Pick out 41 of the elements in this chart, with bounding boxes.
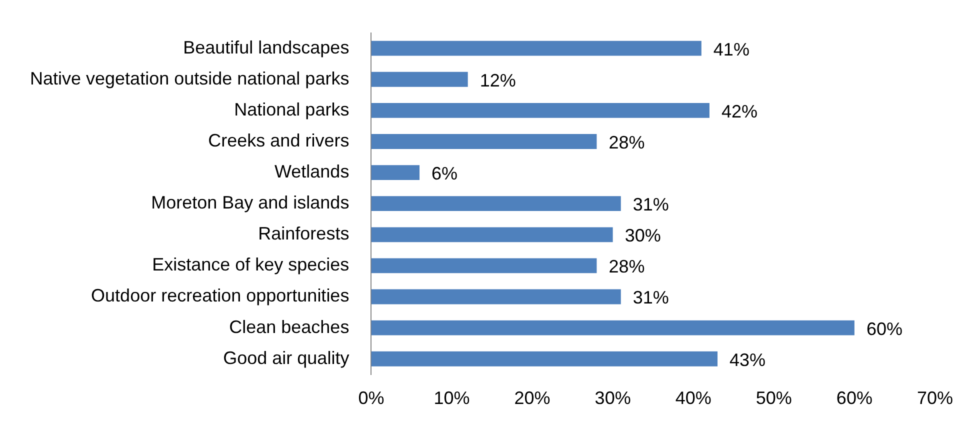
bar <box>371 289 621 304</box>
bar <box>371 227 613 242</box>
data-label: 28% <box>608 132 645 152</box>
data-label: 28% <box>608 256 645 277</box>
bar <box>371 258 597 274</box>
bar <box>371 351 718 366</box>
y-tick-label: Creeks and rivers <box>208 130 350 150</box>
y-tick-label: Beautiful landscapes <box>183 37 350 58</box>
bar <box>371 72 468 87</box>
bar <box>371 320 854 336</box>
x-tick-label: 40% <box>675 388 712 408</box>
x-tick-label: 10% <box>434 388 470 408</box>
x-tick-label: 60% <box>836 388 872 408</box>
data-label: 6% <box>432 164 458 184</box>
y-tick-label: Native vegetation outside national parks <box>30 68 350 88</box>
data-label: 12% <box>480 70 516 90</box>
bar <box>371 40 702 56</box>
y-tick-label: Existance of key species <box>152 254 350 275</box>
y-tick-label: Clean beaches <box>229 316 350 337</box>
bar <box>371 102 710 118</box>
bar <box>371 196 621 212</box>
data-label: 60% <box>866 318 902 339</box>
x-tick-label: 70% <box>916 388 953 408</box>
bar <box>371 165 420 180</box>
data-label: 43% <box>730 350 766 370</box>
y-tick-label: Good air quality <box>223 348 350 368</box>
y-tick-label: National parks <box>234 99 350 120</box>
x-tick-label: 30% <box>594 388 631 408</box>
x-tick-label: 20% <box>514 388 550 408</box>
bar <box>371 134 597 149</box>
data-label: 31% <box>632 288 669 308</box>
data-label: 41% <box>713 39 750 60</box>
y-tick-label: Outdoor recreation opportunities <box>91 286 350 306</box>
y-tick-label: Rainforests <box>258 224 350 244</box>
x-tick-label: 0% <box>358 388 384 408</box>
data-label: 30% <box>624 226 661 246</box>
data-label: 31% <box>632 194 669 215</box>
data-label: 42% <box>721 101 758 122</box>
y-tick-label: Moreton Bay and islands <box>151 192 350 213</box>
y-tick-label: Wetlands <box>274 162 350 182</box>
x-tick-label: 50% <box>756 388 792 408</box>
